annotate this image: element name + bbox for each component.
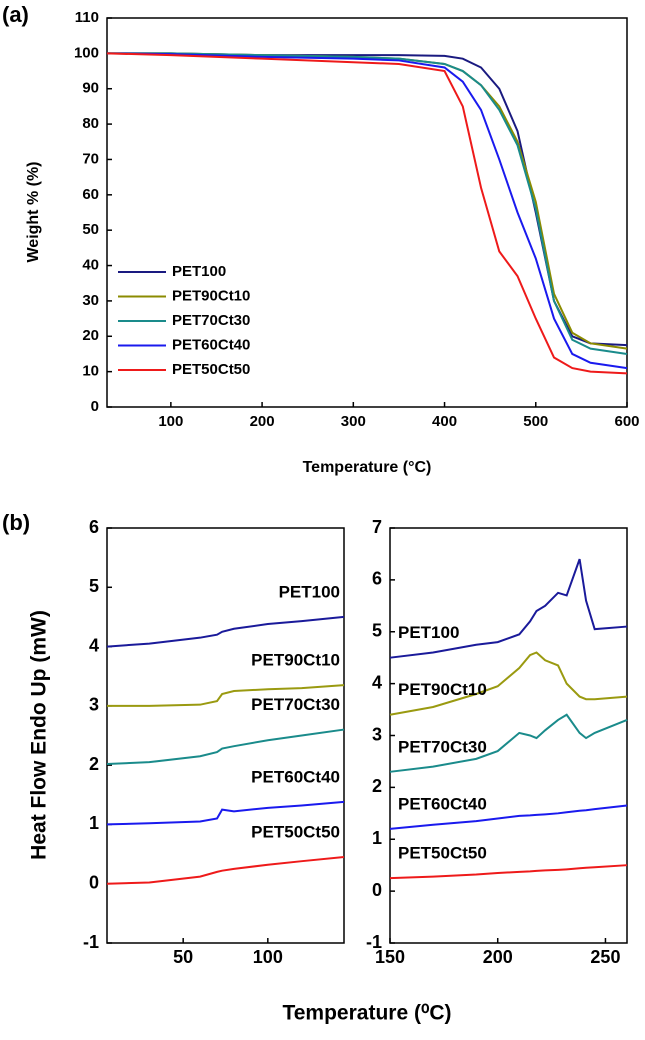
y-axis-label: Weight % (%) [25,161,42,262]
series-line [389,804,628,830]
y-tick-label: 10 [82,363,99,380]
series-line [106,52,628,370]
series-line [106,728,345,765]
series-label: PET50Ct50 [251,823,340,842]
y-tick-label: 6 [89,517,99,537]
legend-label: PET60Ct40 [172,336,250,353]
y-tick-label: 6 [372,569,382,589]
series-line [389,864,628,880]
y-tick-label: 5 [89,576,99,596]
x-tick-label: 200 [483,947,513,967]
x-tick-label: 100 [158,413,183,430]
series-line [106,856,345,885]
series-line [107,684,345,707]
series-line [106,52,628,375]
legend-label: PET70Ct30 [172,312,250,329]
y-tick-label: 1 [372,828,382,848]
y-tick-label: 100 [74,44,99,61]
y-tick-label: 20 [82,327,99,344]
y-tick-label: 60 [82,186,99,203]
x-axis-label: Temperature (⁰C) [282,1002,451,1025]
legend-label: PET90Ct10 [172,287,250,304]
y-axis-label: Heat Flow Endo Up (mW) [28,610,51,860]
y-tick-label: 2 [372,776,382,796]
x-tick-label: 200 [250,413,275,430]
y-tick-label: 80 [82,115,99,132]
x-tick-label: 50 [173,947,193,967]
x-tick-label: 250 [590,947,620,967]
plot-frame [106,527,345,944]
y-tick-label: 90 [82,80,99,97]
x-tick-label: 100 [253,947,283,967]
y-tick-label: -1 [366,932,382,952]
x-tick-label: 500 [523,413,548,430]
x-tick-label: 150 [375,947,405,967]
series-label: PET60Ct40 [398,794,487,813]
y-tick-label: 30 [82,292,99,309]
series-label: PET50Ct50 [398,844,487,863]
y-tick-label: 50 [82,221,99,238]
y-tick-label: 5 [372,621,382,641]
y-tick-label: 1 [89,813,99,833]
series-label: PET90Ct10 [251,651,340,670]
series-line [389,651,628,716]
x-axis-label: Temperature (°C) [303,459,432,476]
y-tick-label: 0 [91,398,99,415]
y-tick-label: 3 [89,695,99,715]
y-tick-label: 0 [372,880,382,900]
y-tick-label: 70 [82,150,99,167]
series-line [106,615,345,648]
y-tick-label: 0 [89,872,99,892]
legend-label: PET100 [172,263,226,280]
legend-label: PET50Ct50 [172,361,250,378]
y-tick-label: 4 [89,635,99,655]
y-tick-label: 40 [82,257,99,274]
panel-label: (b) [2,510,30,535]
x-tick-label: 600 [614,413,639,430]
x-tick-label: 400 [432,413,457,430]
y-tick-label: 2 [89,754,99,774]
x-tick-label: 300 [341,413,366,430]
series-line [389,713,628,773]
y-tick-label: 110 [75,9,99,26]
y-tick-label: 7 [372,517,382,537]
series-label: PET100 [398,623,459,642]
series-line [106,800,345,826]
plot-frame [106,17,628,408]
panel-label: (a) [2,2,29,27]
series-label: PET60Ct40 [251,767,340,786]
series-label: PET90Ct10 [398,680,487,699]
series-label: PET70Ct30 [251,695,340,714]
series-line [389,558,628,659]
series-label: PET70Ct30 [398,737,487,756]
y-tick-label: 4 [372,672,382,692]
series-label: PET100 [279,582,340,601]
series-line [107,52,628,355]
y-tick-label: 3 [372,724,382,744]
y-tick-label: -1 [83,932,99,952]
